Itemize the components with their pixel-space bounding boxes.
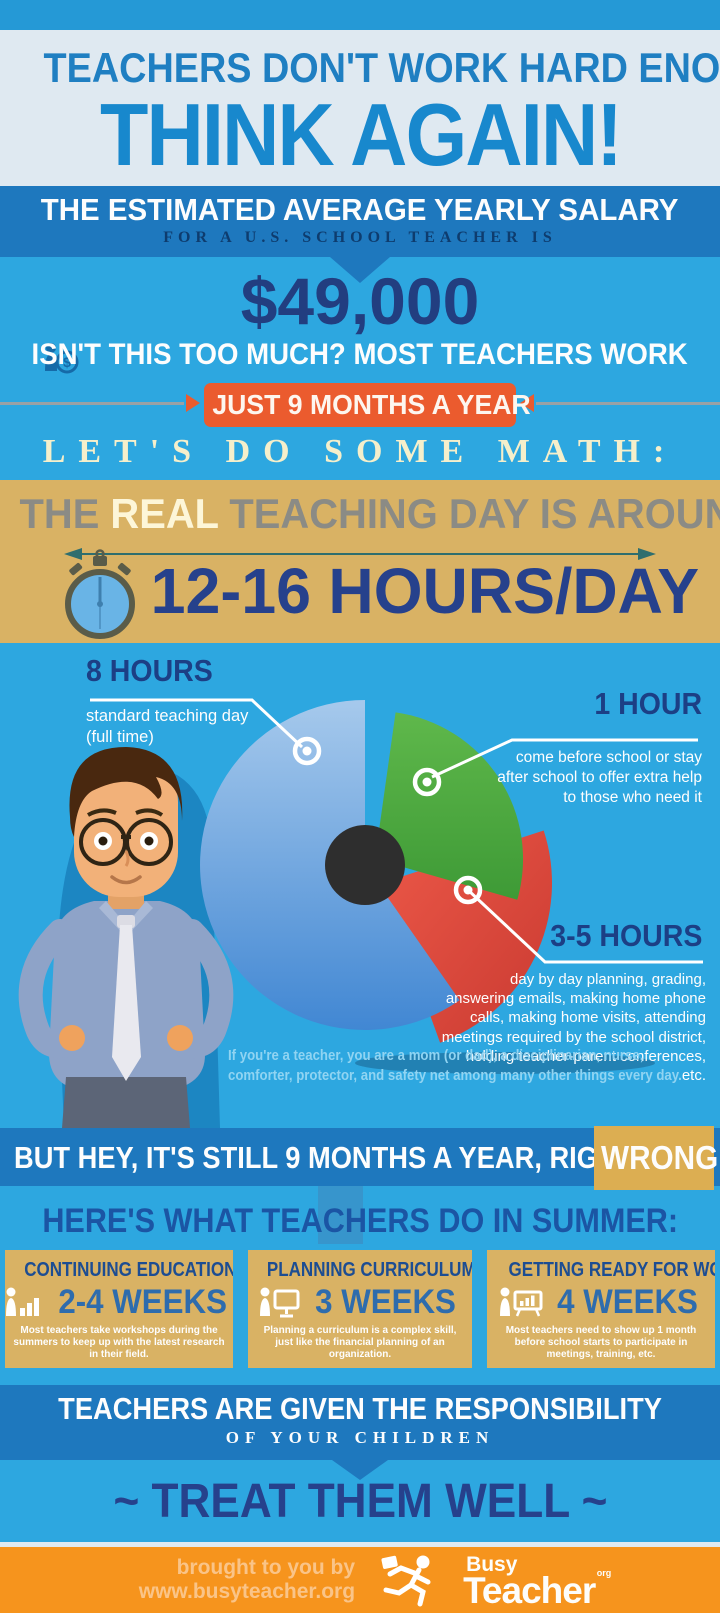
card-desc: Most teachers need to show up 1 month be… [505,1325,697,1360]
card-weeks: 4 WEEKS [557,1283,698,1321]
footer-divider [0,1542,720,1547]
wrong-box: WRONG! [594,1126,720,1190]
down-triangle-icon [332,1460,388,1480]
card-title: CONTINUING EDUCATION: [24,1259,233,1281]
footer-credit: brought to you by www.busyteacher.org [138,1556,356,1603]
salary-band-line2: FOR A U.S. SCHOOL TEACHER IS [163,229,557,246]
top-bar [0,0,720,30]
pie-slice-1-hour [375,712,524,900]
pie-chart [0,643,720,1128]
header-line1: TEACHERS DON'T WORK HARD ENOUGH? [43,44,720,91]
running-teacher-icon [373,1553,445,1607]
badge-line-left [0,402,184,405]
stopwatch-icon [60,549,140,641]
decorative-tab [318,1186,363,1244]
person-presentation-icon [498,1286,544,1320]
card-weeks: 3 WEEKS [315,1283,456,1321]
callout-marker-icon [90,698,703,964]
header-panel [0,30,720,186]
busyteacher-logo[interactable]: Busy Teacher org [463,1552,612,1611]
teacher-roles-note: If you're a teacher, you are a mom (or d… [228,1047,682,1085]
hours-per-day: 12-16 HOURS/DAY [150,555,700,627]
real-highlight: REAL [110,490,219,537]
pie-center [325,825,405,905]
double-arrow-divider [0,546,720,562]
slice-label-8-hours: 8 HOURS [86,653,213,688]
person-monitor-icon [258,1286,302,1320]
lets-do-math-title: LET'S DO SOME MATH: [42,433,678,470]
summer-card-planning-curriculum: PLANNING CURRICULUM: 3 WEEKS Planning a … [248,1250,472,1368]
summer-card-getting-ready: GETTING READY FOR WORK: 4 WEEKS Most tea… [487,1250,715,1368]
down-triangle-icon [330,257,390,283]
slice-desc-1-hour: come before school or stay after school … [497,749,702,806]
real-day-heading: THE REAL TEACHING DAY IS AROUND [19,490,720,537]
treat-them-well: ~ TREAT THEM WELL ~ [113,1475,607,1528]
arrow-right-icon [186,394,200,412]
footer-url[interactable]: www.busyteacher.org [138,1580,356,1603]
summer-card-continuing-education: CONTINUING EDUCATION: 2-4 WEEKS Most tea… [5,1250,233,1368]
closing-band [0,1385,720,1460]
summer-title: HERE'S WHAT TEACHERS DO IN SUMMER: [42,1202,678,1240]
salary-amount: $49,000 [240,264,480,338]
nine-months-badge: JUST 9 MONTHS A YEAR [204,383,531,427]
card-weeks: 2-4 WEEKS [58,1283,227,1321]
salary-band [0,186,720,257]
salary-question: ISN'T THIS TOO MUCH? MOST TEACHERS WORK [31,338,689,371]
person-bar-chart-icon [5,1286,44,1320]
card-desc: Planning a curriculum is a complex skill… [263,1325,457,1360]
card-desc: Most teachers take workshops during the … [13,1325,225,1360]
svg-text:$: $ [63,354,71,370]
page-title: THINK AGAIN! [99,85,622,184]
teacher-illustration [18,747,234,1128]
but-hey-text: BUT HEY, IT'S STILL 9 MONTHS A YEAR, RIG… [14,1140,652,1175]
slice-desc-3-5-hours: day by day planning, grading, answering … [441,971,706,1084]
footer: brought to you by www.busyteacher.org Bu… [0,1547,720,1613]
salary-band-line1: THE ESTIMATED AVERAGE YEARLY SALARY [41,192,679,227]
dollar-person-icon: $ [42,340,80,378]
closing-line2: OF YOUR CHILDREN [225,1428,495,1447]
slice-label-3-5-hours: 3-5 HOURS [549,918,702,953]
slice-desc-8-hours: standard teaching day (full time) [86,707,249,746]
badge-line-right [536,402,720,405]
card-title: GETTING READY FOR WORK: [508,1259,715,1281]
card-title: PLANNING CURRICULUM: [266,1259,472,1281]
arrow-left-icon [520,394,534,412]
closing-line1: TEACHERS ARE GIVEN THE RESPONSIBILITY [58,1391,662,1426]
slice-label-1-hour: 1 HOUR [594,686,702,721]
